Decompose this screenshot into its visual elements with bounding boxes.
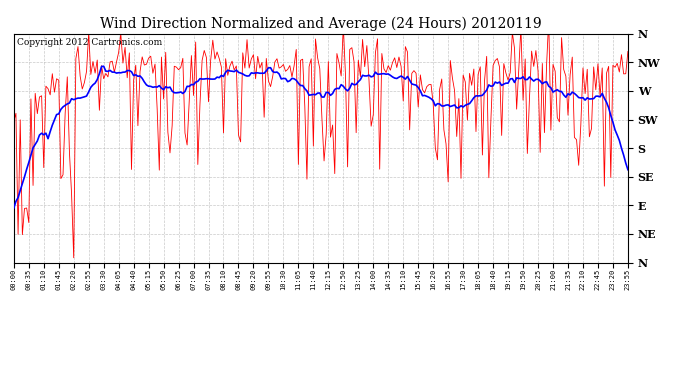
Title: Wind Direction Normalized and Average (24 Hours) 20120119: Wind Direction Normalized and Average (2… xyxy=(100,17,542,31)
Text: Copyright 2012 Cartronics.com: Copyright 2012 Cartronics.com xyxy=(17,38,162,47)
